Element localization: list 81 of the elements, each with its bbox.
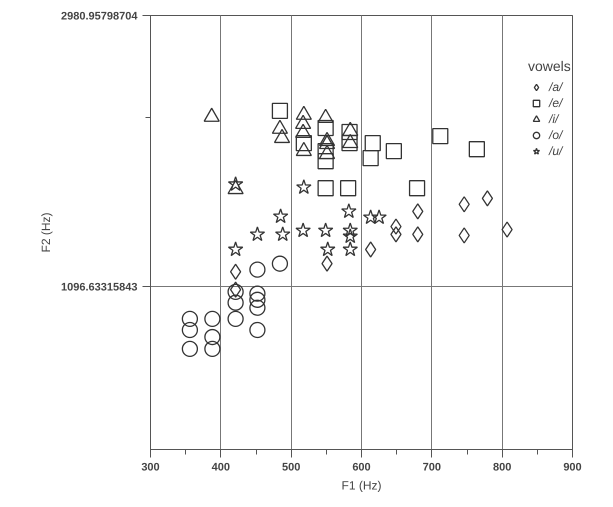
point bbox=[362, 150, 379, 166]
legend-label: /u/ bbox=[549, 144, 564, 158]
point bbox=[294, 114, 312, 129]
point bbox=[272, 256, 288, 272]
point bbox=[342, 222, 358, 238]
point bbox=[342, 241, 358, 256]
point bbox=[249, 322, 266, 338]
point bbox=[317, 180, 334, 196]
point bbox=[272, 120, 288, 134]
legend-label: /i/ bbox=[549, 112, 560, 126]
point bbox=[272, 102, 288, 120]
point bbox=[294, 124, 312, 138]
point bbox=[204, 328, 221, 346]
point bbox=[371, 209, 387, 224]
point bbox=[249, 262, 266, 278]
point bbox=[317, 120, 334, 136]
point bbox=[204, 340, 221, 358]
point bbox=[340, 180, 356, 196]
x-tick-label: 600 bbox=[352, 462, 371, 474]
x-tick-label: 300 bbox=[141, 462, 160, 474]
point bbox=[318, 132, 336, 146]
point bbox=[364, 134, 381, 152]
point bbox=[204, 108, 220, 122]
point bbox=[318, 222, 334, 238]
legend-title: vowels bbox=[528, 58, 571, 74]
point bbox=[227, 294, 244, 311]
legend-label: /o/ bbox=[549, 128, 564, 142]
point bbox=[182, 310, 198, 328]
point bbox=[321, 256, 333, 272]
point bbox=[320, 241, 336, 256]
legend-label: /a/ bbox=[549, 80, 564, 94]
point bbox=[408, 180, 426, 196]
legend-label: /e/ bbox=[549, 96, 564, 110]
point bbox=[482, 190, 494, 207]
point bbox=[249, 300, 266, 316]
point bbox=[295, 222, 311, 238]
point bbox=[249, 286, 266, 302]
point bbox=[274, 226, 291, 242]
y-axis-title: F2 (Hz) bbox=[39, 212, 54, 252]
point bbox=[228, 176, 244, 191]
point bbox=[227, 310, 244, 328]
y-tick-label: 2980.95798704 bbox=[61, 10, 138, 22]
point bbox=[364, 241, 376, 258]
point bbox=[296, 134, 312, 152]
point bbox=[341, 124, 358, 140]
point bbox=[432, 128, 448, 144]
x-axis-title: F1 (Hz) bbox=[342, 478, 382, 492]
x-tick-label: 800 bbox=[492, 462, 512, 474]
point bbox=[250, 226, 266, 242]
point bbox=[249, 292, 266, 308]
y-tick-label: 1096.63315843 bbox=[61, 282, 138, 294]
point bbox=[390, 218, 402, 235]
point bbox=[317, 108, 334, 123]
x-tick-label: 900 bbox=[563, 462, 582, 474]
point bbox=[317, 153, 334, 170]
point bbox=[390, 226, 402, 243]
x-tick-label: 700 bbox=[422, 462, 442, 474]
point bbox=[230, 264, 242, 280]
point bbox=[228, 241, 244, 256]
point bbox=[318, 134, 336, 150]
point bbox=[341, 203, 357, 218]
point bbox=[227, 284, 244, 300]
x-tick-label: 400 bbox=[212, 462, 230, 474]
point bbox=[386, 142, 402, 160]
point bbox=[296, 142, 312, 156]
point bbox=[362, 209, 378, 224]
point bbox=[342, 228, 358, 244]
x-tick-label: 500 bbox=[282, 462, 300, 474]
point bbox=[274, 128, 290, 144]
point bbox=[342, 134, 358, 148]
point bbox=[296, 106, 312, 120]
point bbox=[182, 322, 198, 338]
point bbox=[341, 134, 358, 152]
point bbox=[468, 141, 485, 158]
point bbox=[204, 310, 221, 328]
point bbox=[272, 208, 288, 224]
point bbox=[342, 122, 358, 136]
point bbox=[182, 340, 198, 358]
point bbox=[230, 281, 242, 298]
point bbox=[296, 179, 312, 194]
point bbox=[501, 221, 513, 238]
